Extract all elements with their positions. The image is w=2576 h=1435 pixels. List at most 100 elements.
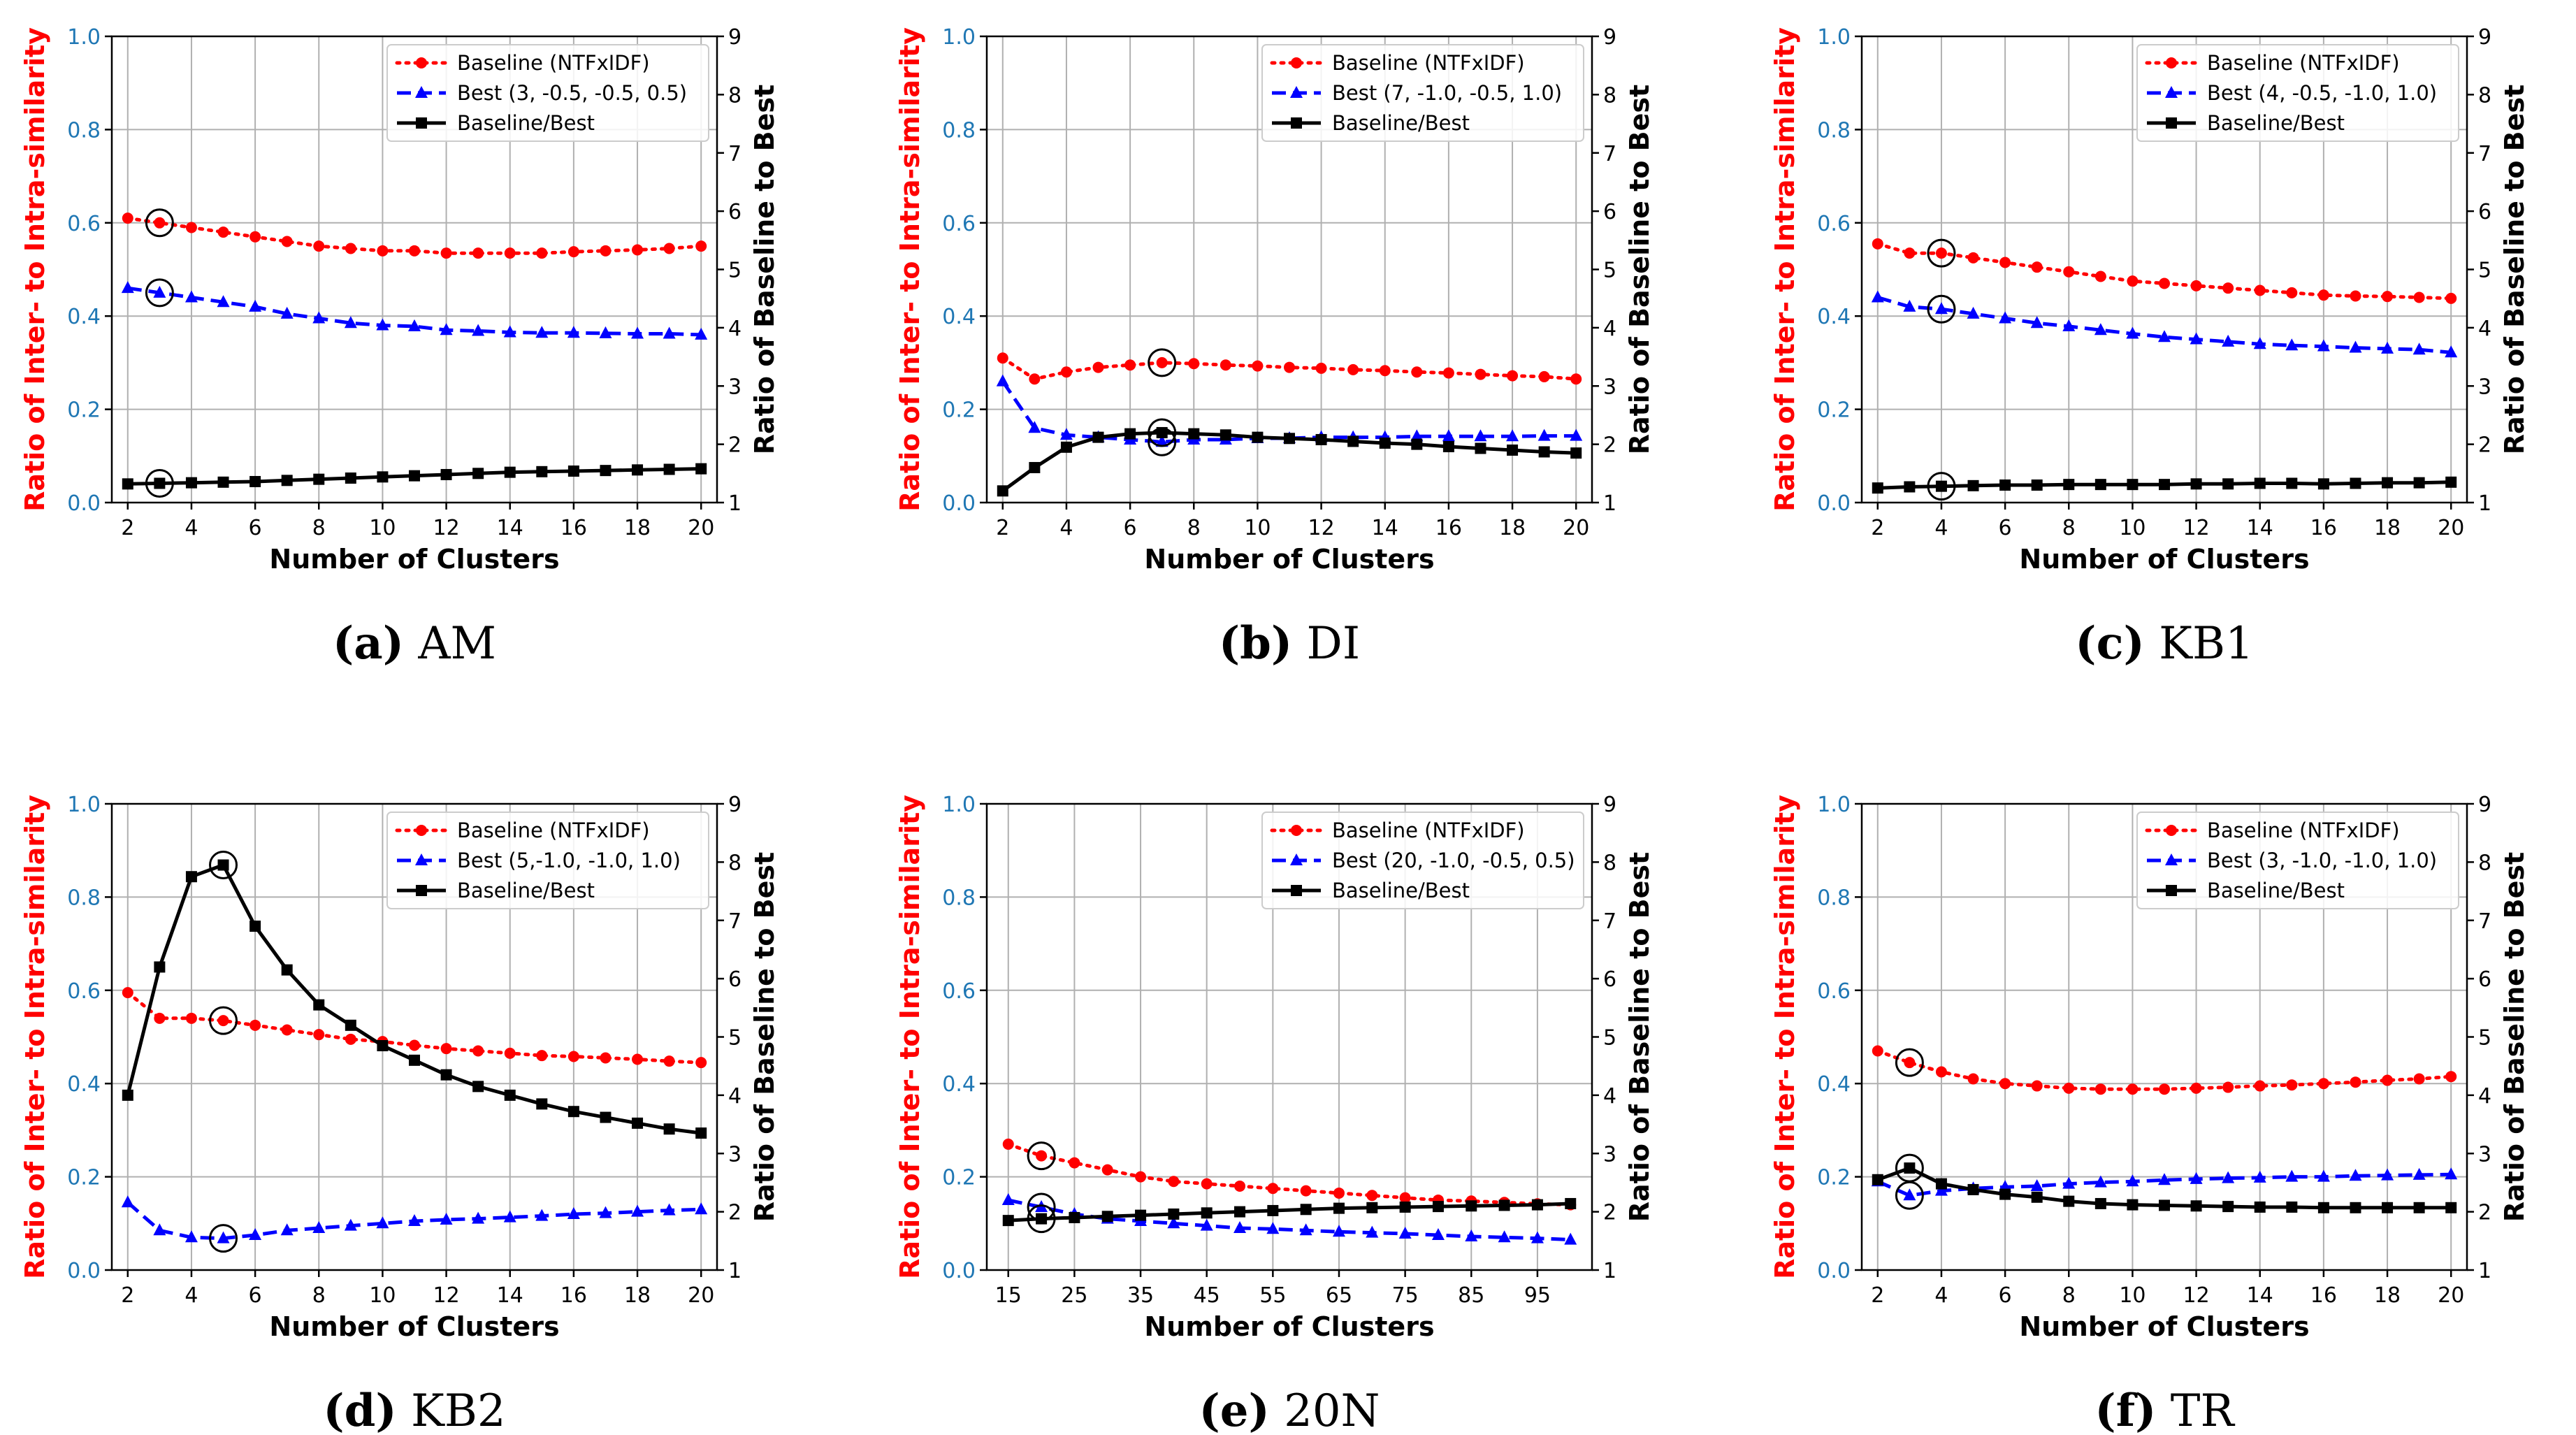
data-point-baseline <box>1156 356 1168 368</box>
data-point-ratio <box>1029 461 1041 473</box>
data-point-best <box>1474 429 1487 442</box>
data-point-best <box>2158 330 2171 342</box>
data-point-baseline <box>1069 1157 1080 1169</box>
x-tick-label: 14 <box>2247 516 2273 540</box>
x-tick-label: 18 <box>624 516 651 540</box>
data-point-best <box>153 1223 166 1236</box>
y2-tick-label: 4 <box>1603 317 1616 341</box>
y2-tick-label: 1 <box>2478 491 2491 516</box>
data-point-best <box>1465 1229 1478 1241</box>
legend-box <box>1261 812 1584 909</box>
y-tick-label: 0.0 <box>942 1259 976 1283</box>
x-tick-label: 12 <box>433 1283 459 1308</box>
series-line-baseline <box>1876 242 2453 301</box>
data-point-best <box>567 326 580 338</box>
y2-tick-label: 3 <box>1603 1142 1616 1167</box>
x-tick-label: 2 <box>996 516 1009 540</box>
data-point-baseline <box>1379 365 1391 377</box>
data-point-best <box>2349 1169 2362 1181</box>
data-point-baseline <box>1411 366 1423 378</box>
y-tick-label: 0.2 <box>67 1166 101 1190</box>
data-point-baseline <box>1124 359 1136 371</box>
data-point-best <box>280 1223 294 1236</box>
data-point-ratio <box>1498 1199 1510 1211</box>
x-tick-label: 10 <box>369 1283 396 1308</box>
legend-marker-ratio <box>1291 885 1302 896</box>
caption-name: DI <box>1292 618 1360 670</box>
data-point-ratio <box>1220 429 1231 441</box>
x-tick-label: 14 <box>497 516 523 540</box>
data-point-ratio <box>1267 1204 1279 1216</box>
data-point-baseline <box>217 226 229 238</box>
y2-tick-label: 6 <box>728 967 741 992</box>
data-point-baseline <box>154 217 166 229</box>
data-point-best <box>631 1204 644 1217</box>
data-point-ratio <box>1188 428 1200 440</box>
data-point-best <box>599 1206 612 1218</box>
data-point-baseline <box>1188 358 1200 370</box>
caption-name: AM <box>404 618 496 670</box>
data-point-ratio <box>2063 1195 2075 1207</box>
data-point-ratio <box>2413 477 2425 489</box>
data-point-ratio <box>1442 440 1454 452</box>
legend-marker-ratio <box>2166 117 2177 129</box>
data-point-ratio <box>313 999 325 1011</box>
y2-tick-label: 7 <box>1603 142 1616 166</box>
y2-axis-label: Ratio of Baseline to Best <box>2499 852 2530 1222</box>
data-point-best <box>503 1210 516 1223</box>
x-tick-label: 14 <box>1372 516 1398 540</box>
y-tick-label: 1.0 <box>1817 25 1851 50</box>
data-point-best <box>472 324 485 336</box>
data-point-best <box>1934 302 1948 315</box>
y2-tick-label: 5 <box>2478 1026 2491 1051</box>
data-point-best <box>1431 1227 1445 1240</box>
highlight-circle <box>1027 1204 1056 1234</box>
data-point-best <box>535 326 549 338</box>
data-point-baseline <box>1101 1164 1113 1176</box>
data-point-ratio <box>154 477 166 489</box>
data-point-baseline <box>1300 1185 1312 1197</box>
data-point-ratio <box>2317 1202 2329 1213</box>
y2-tick-label: 8 <box>1603 83 1616 108</box>
data-point-best <box>695 1202 708 1215</box>
data-point-baseline <box>1234 1180 1246 1192</box>
data-point-baseline <box>504 247 516 259</box>
data-point-best <box>153 285 166 298</box>
data-point-best <box>1903 299 1916 312</box>
data-point-ratio <box>1565 1197 1577 1209</box>
data-point-ratio <box>1234 1206 1246 1218</box>
data-point-best <box>631 326 644 339</box>
data-point-best <box>2317 1169 2330 1182</box>
x-tick-label: 16 <box>2310 1283 2337 1308</box>
data-point-ratio <box>1967 479 1979 491</box>
data-point-baseline <box>2063 1082 2075 1094</box>
legend-label-baseline: Baseline (NTFxIDF) <box>1332 819 1525 842</box>
data-point-best <box>2349 340 2362 353</box>
y-tick-label: 0.2 <box>1817 398 1851 423</box>
x-tick-label: 4 <box>1934 516 1948 540</box>
data-point-baseline <box>1347 363 1359 375</box>
highlight-circle <box>1027 1192 1056 1222</box>
data-point-ratio <box>154 961 166 973</box>
data-point-best <box>1410 429 1424 442</box>
highlight-circle <box>1927 294 1956 324</box>
y-tick-label: 0.2 <box>942 398 976 423</box>
y2-tick-label: 9 <box>2478 25 2491 50</box>
y2-tick-label: 1 <box>1603 491 1616 516</box>
data-point-best <box>408 1213 421 1226</box>
data-point-best <box>2126 1174 2139 1187</box>
y2-axis-label: Ratio of Baseline to Best <box>749 85 780 454</box>
legend-marker-baseline <box>416 57 427 68</box>
y2-tick-label: 6 <box>1603 200 1616 224</box>
data-point-ratio <box>281 475 293 486</box>
y-tick-label: 0.8 <box>942 118 976 143</box>
data-point-baseline <box>663 1055 675 1067</box>
data-point-baseline <box>1002 1138 1014 1150</box>
x-tick-label: 14 <box>497 1283 523 1308</box>
y2-tick-label: 1 <box>1603 1259 1616 1283</box>
data-point-baseline <box>1252 360 1264 372</box>
data-point-best <box>121 281 134 294</box>
data-point-ratio <box>2159 1199 2170 1211</box>
highlight-circle <box>1927 238 1956 268</box>
y-tick-label: 1.0 <box>942 793 976 817</box>
